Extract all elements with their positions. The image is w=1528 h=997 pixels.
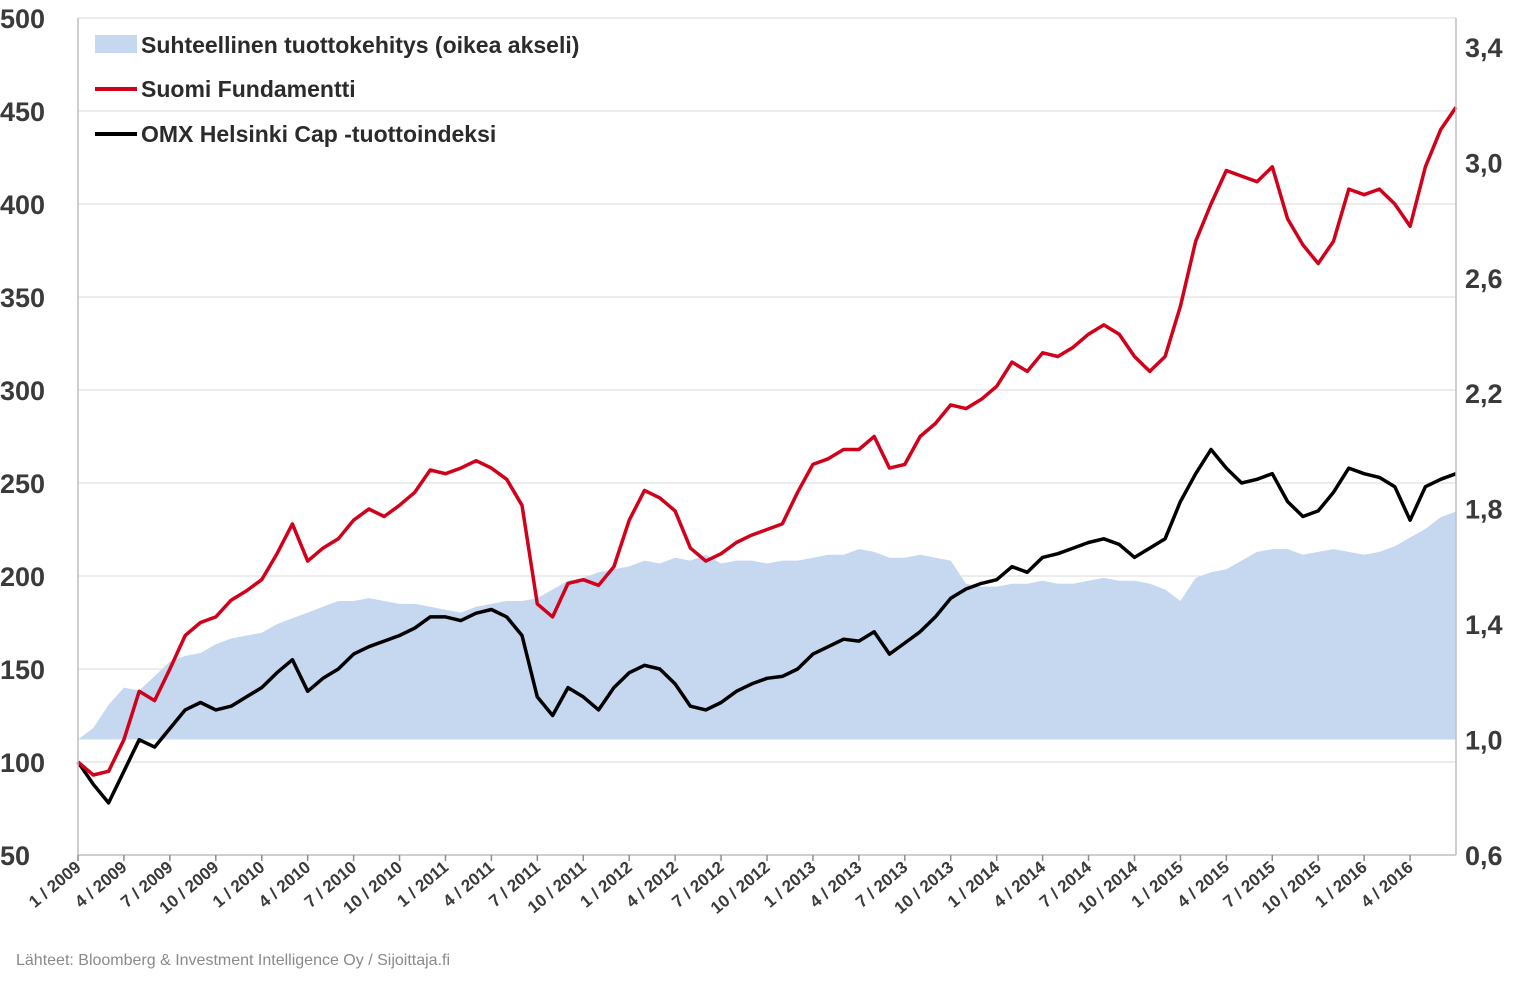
y-right-tick-label: 2,6 xyxy=(1465,264,1503,294)
x-tick-label: 1 / 2011 xyxy=(393,858,452,911)
y-right-tick-label: 0,6 xyxy=(1465,841,1503,871)
legend-label-relative: Suhteellinen tuottokehitys (oikea akseli… xyxy=(141,32,579,58)
y-left-tick-label: 450 xyxy=(0,97,45,127)
y-left-tick-label: 150 xyxy=(0,655,45,685)
x-tick-label: 4 / 2016 xyxy=(1357,858,1416,912)
y-left-tick-label: 350 xyxy=(0,283,45,313)
legend-label-fundamentti: Suomi Fundamentti xyxy=(141,76,356,102)
right-axis-ticks: 0,6 1,0 1,4 1,8 2,2 2,6 3,0 3,4 xyxy=(1465,33,1503,871)
y-right-tick-label: 1,8 xyxy=(1465,495,1503,525)
y-right-tick-label: 3,0 xyxy=(1465,148,1503,178)
area-relative-return xyxy=(78,511,1456,740)
y-right-tick-label: 1,0 xyxy=(1465,726,1503,756)
line-omx-helsinki-cap xyxy=(76,447,1457,805)
y-right-tick-label: 2,2 xyxy=(1465,379,1503,409)
line-suomi-fundamentti xyxy=(76,106,1458,777)
legend-swatch-area xyxy=(95,35,137,53)
left-axis-ticks: 50 100 150 200 250 300 350 400 450 500 xyxy=(0,4,45,871)
y-left-tick-label: 400 xyxy=(0,190,45,220)
y-right-tick-label: 3,4 xyxy=(1465,33,1503,63)
y-left-tick-label: 250 xyxy=(0,469,45,499)
y-left-tick-label: 50 xyxy=(0,841,30,871)
y-right-tick-label: 1,4 xyxy=(1465,610,1503,640)
y-left-tick-label: 100 xyxy=(0,748,45,778)
y-left-tick-label: 300 xyxy=(0,376,45,406)
relative-return-area xyxy=(78,511,1456,740)
y-left-tick-label: 200 xyxy=(0,562,45,592)
series-lines xyxy=(76,106,1458,805)
x-tick-label: 4 / 2011 xyxy=(439,858,498,911)
source-note: Lähteet: Bloomberg & Investment Intellig… xyxy=(16,952,451,969)
legend: Suhteellinen tuottokehitys (oikea akseli… xyxy=(95,32,579,147)
legend-label-omx: OMX Helsinki Cap -tuottoindeksi xyxy=(141,121,496,147)
y-left-tick-label: 500 xyxy=(0,4,45,34)
